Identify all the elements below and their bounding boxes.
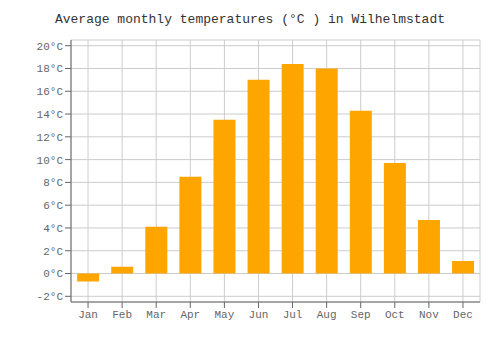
svg-text:12°C: 12°C bbox=[37, 132, 64, 144]
svg-text:8°C: 8°C bbox=[43, 177, 63, 189]
svg-text:14°C: 14°C bbox=[37, 109, 64, 121]
svg-text:Jan: Jan bbox=[78, 309, 98, 321]
svg-text:16°C: 16°C bbox=[37, 86, 64, 98]
svg-text:20°C: 20°C bbox=[37, 41, 64, 53]
svg-text:Nov: Nov bbox=[419, 309, 439, 321]
svg-text:4°C: 4°C bbox=[43, 223, 63, 235]
svg-text:Sep: Sep bbox=[351, 309, 371, 321]
svg-text:May: May bbox=[214, 309, 234, 321]
svg-text:Aug: Aug bbox=[317, 309, 337, 321]
svg-text:Jul: Jul bbox=[283, 309, 303, 321]
svg-text:2°C: 2°C bbox=[43, 246, 63, 258]
svg-text:Dec: Dec bbox=[453, 309, 473, 321]
svg-text:Feb: Feb bbox=[112, 309, 132, 321]
svg-text:Jun: Jun bbox=[249, 309, 269, 321]
svg-text:Apr: Apr bbox=[180, 309, 200, 321]
html-text:Average monthly temperatures (: Average monthly temperatures (°C ) in Wi… bbox=[55, 12, 445, 27]
svg-text:0°C: 0°C bbox=[43, 268, 63, 280]
svg-text:Oct: Oct bbox=[385, 309, 405, 321]
svg-text:18°C: 18°C bbox=[37, 63, 64, 75]
svg-text:6°C: 6°C bbox=[43, 200, 63, 212]
svg-text:-2°C: -2°C bbox=[37, 291, 64, 303]
svg-text:Mar: Mar bbox=[146, 309, 166, 321]
svg-text:10°C: 10°C bbox=[37, 155, 64, 167]
